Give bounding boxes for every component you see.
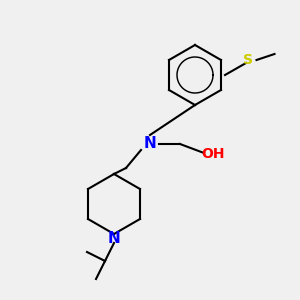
Text: N: N	[144, 136, 156, 152]
Text: S: S	[242, 53, 253, 67]
Text: N: N	[108, 231, 120, 246]
Text: OH: OH	[201, 148, 225, 161]
